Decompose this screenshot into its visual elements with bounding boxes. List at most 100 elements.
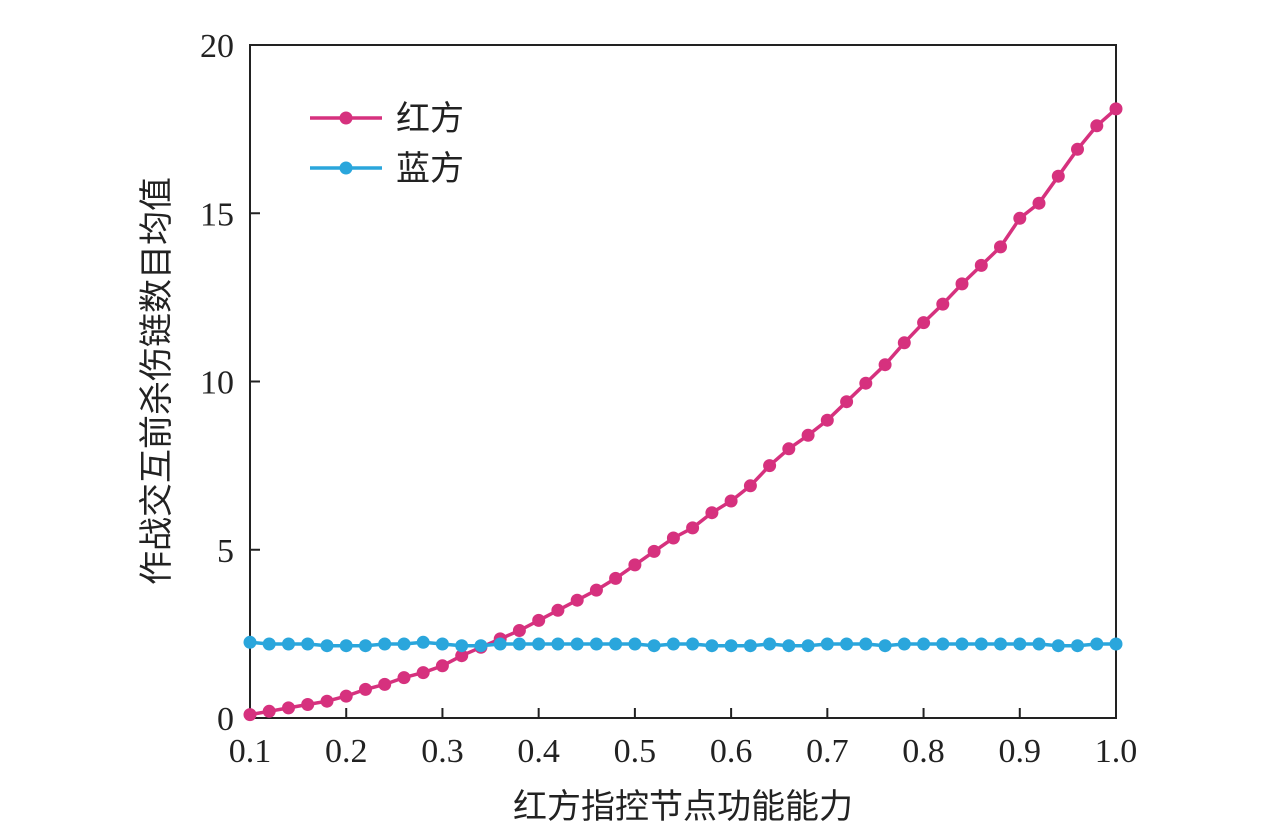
x-tick-label: 0.8 xyxy=(902,733,945,770)
x-tick-label: 0.4 xyxy=(517,733,560,770)
data-point xyxy=(686,637,700,651)
data-point xyxy=(859,376,873,390)
data-point xyxy=(705,639,719,653)
data-point xyxy=(378,677,392,691)
x-tick-label: 0.3 xyxy=(421,733,464,770)
x-tick-label: 0.5 xyxy=(614,733,657,770)
data-point xyxy=(589,637,603,651)
x-tick-label: 0.7 xyxy=(806,733,849,770)
data-point xyxy=(1090,119,1104,133)
data-point xyxy=(1013,637,1027,651)
data-point xyxy=(820,413,834,427)
data-point xyxy=(282,637,295,651)
data-point xyxy=(570,637,584,651)
legend-label: 红方 xyxy=(396,99,464,139)
data-point xyxy=(763,459,777,473)
data-point xyxy=(359,639,372,653)
data-point xyxy=(763,637,777,651)
data-point xyxy=(724,494,738,508)
data-point xyxy=(609,571,623,585)
y-tick-label: 10 xyxy=(200,365,234,402)
x-tick-label: 0.1 xyxy=(229,733,272,770)
data-point xyxy=(628,637,642,651)
data-point xyxy=(455,649,469,663)
data-point xyxy=(301,698,315,711)
data-point xyxy=(743,479,757,493)
data-point xyxy=(1051,169,1065,183)
y-tick-label: 5 xyxy=(217,533,234,570)
data-point xyxy=(512,637,526,651)
legend-item: 红方 xyxy=(310,99,464,139)
y-tick-label: 0 xyxy=(217,701,234,738)
legend-label: 蓝方 xyxy=(396,149,464,189)
data-point xyxy=(801,639,815,653)
data-point xyxy=(859,637,873,651)
data-point xyxy=(262,704,276,718)
data-point xyxy=(994,637,1007,651)
data-point xyxy=(686,521,700,535)
data-point xyxy=(801,428,815,442)
data-point xyxy=(878,639,892,653)
data-point xyxy=(493,637,507,651)
data-point xyxy=(435,637,449,651)
x-tick-label: 0.9 xyxy=(999,733,1042,770)
data-point xyxy=(435,659,449,673)
data-point xyxy=(1071,639,1084,653)
data-point xyxy=(1013,211,1027,225)
data-point xyxy=(378,637,392,651)
data-point xyxy=(936,297,950,311)
data-point xyxy=(243,635,257,649)
data-point xyxy=(301,637,315,651)
data-point xyxy=(1032,637,1046,651)
series-line xyxy=(249,107,1118,717)
data-point xyxy=(359,682,372,696)
data-point xyxy=(1071,142,1084,156)
x-tick-label: 1.0 xyxy=(1095,733,1138,770)
data-point xyxy=(397,637,411,651)
data-point xyxy=(955,637,969,651)
data-point xyxy=(320,694,334,708)
data-point xyxy=(897,637,911,651)
data-point xyxy=(243,708,257,722)
data-point xyxy=(339,639,353,653)
data-point xyxy=(994,240,1007,254)
legend-item: 蓝方 xyxy=(310,149,464,189)
data-point xyxy=(1109,637,1123,651)
y-tick-label: 20 xyxy=(200,28,234,65)
series-2 xyxy=(243,635,1123,653)
data-point xyxy=(397,671,411,685)
data-point xyxy=(551,603,565,617)
tick-labels: 0.1 0.2 0.3 0.4 0.5 0.6 0.7 0.8 0.9 1.0 0 5 10 15 20 xyxy=(200,28,1137,770)
data-point xyxy=(878,358,892,372)
x-tick-label: 0.6 xyxy=(710,733,753,770)
x-tick-label: 0.2 xyxy=(325,733,368,770)
data-point xyxy=(820,637,834,651)
axis-ticks xyxy=(249,44,1117,719)
plot-frame xyxy=(249,44,1117,719)
data-point xyxy=(282,701,295,715)
data-point xyxy=(1109,102,1123,116)
data-point xyxy=(955,277,969,291)
data-point xyxy=(589,583,603,597)
data-point xyxy=(320,639,334,653)
data-point xyxy=(666,637,680,651)
data-point xyxy=(724,639,738,653)
data-point xyxy=(936,637,950,651)
data-point xyxy=(609,637,623,651)
data-point xyxy=(782,639,796,653)
series-1 xyxy=(243,102,1123,722)
data-point xyxy=(339,689,353,703)
data-point xyxy=(647,544,661,558)
data-point xyxy=(840,395,854,409)
series-line xyxy=(249,640,1116,648)
data-point xyxy=(666,531,680,545)
data-point xyxy=(512,624,526,637)
y-axis-title: 作战交互前杀伤链数目均值 xyxy=(137,177,177,585)
data-point xyxy=(551,637,565,651)
data-point xyxy=(743,639,757,653)
y-tick-label: 15 xyxy=(200,196,234,233)
data-point xyxy=(782,442,796,456)
data-point xyxy=(532,613,546,627)
